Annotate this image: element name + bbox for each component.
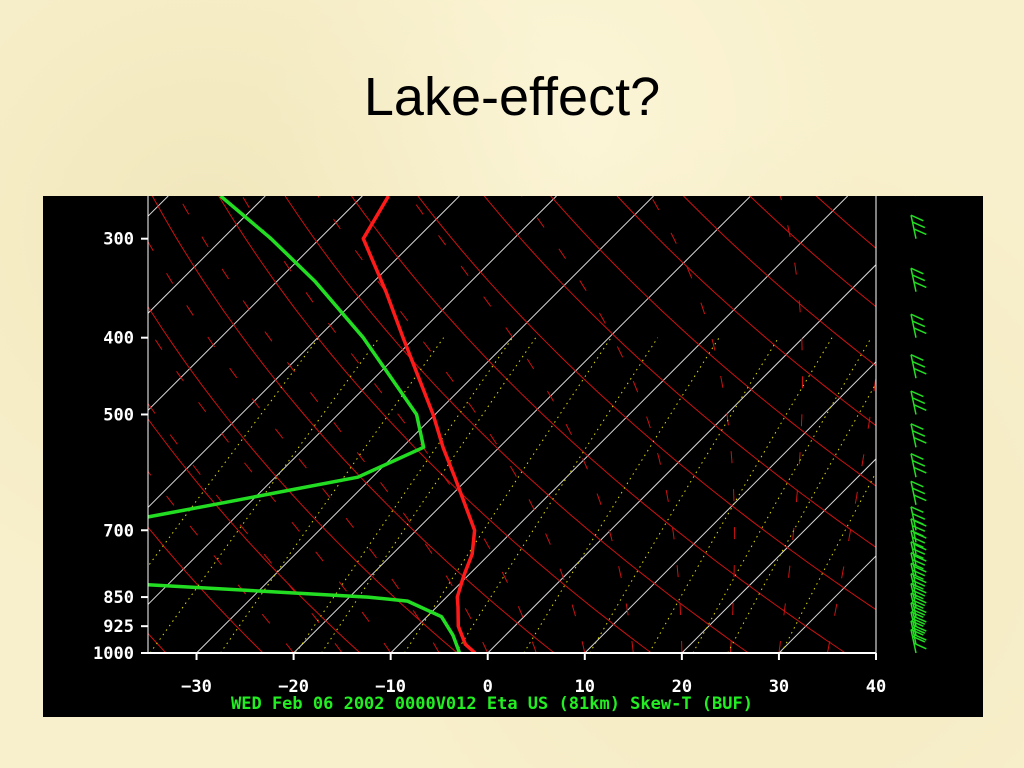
wind-barb — [910, 313, 927, 338]
isotherm-line — [584, 361, 876, 653]
dry-adiabat-line — [616, 196, 876, 427]
x-tick-label: 10 — [575, 677, 595, 697]
x-tick-label: 30 — [769, 677, 789, 697]
dry-adiabat-line — [151, 196, 555, 653]
dewpoint-profile-line — [148, 196, 462, 653]
mixing-ratio-line — [455, 337, 659, 653]
dry-adiabat-line — [949, 196, 983, 653]
moist-adiabat-line — [650, 196, 736, 653]
mixing-ratio-line — [692, 337, 872, 653]
y-tick-label: 1000 — [93, 644, 134, 664]
wind-barb — [910, 214, 927, 239]
wind-barb — [910, 423, 927, 448]
y-tick-label: 700 — [103, 521, 134, 541]
moist-adiabat-line — [778, 196, 803, 653]
dry-adiabat-line — [550, 196, 876, 487]
y-tick-label: 300 — [103, 230, 134, 250]
wind-barb — [910, 506, 927, 531]
wind-barb — [910, 354, 927, 379]
y-tick-label: 500 — [103, 405, 134, 425]
dry-adiabat-line — [483, 196, 876, 549]
wind-barb — [910, 390, 927, 415]
dry-adiabat-line — [148, 418, 361, 653]
isotherm-line — [293, 196, 751, 653]
dry-adiabat-line — [883, 196, 983, 653]
dry-adiabat-line — [683, 196, 876, 367]
isotherm-line — [148, 196, 266, 314]
x-tick-label: −30 — [181, 677, 212, 697]
moist-adiabat-line — [521, 196, 683, 653]
mixing-ratio-line — [149, 337, 380, 653]
dry-adiabat-line — [749, 196, 876, 308]
isotherm-line — [43, 196, 71, 653]
isotherm-line — [973, 196, 983, 653]
dry-adiabat-line — [815, 196, 876, 249]
isotherm-line — [875, 652, 876, 653]
axes: −30 −20 −10 0 10 20 30 40 300 400 500 700 850 925 1000 — [93, 196, 886, 697]
chart-caption: WED Feb 06 2002 0000V012 Eta US (81km) S… — [231, 694, 753, 714]
isotherm-line — [487, 264, 876, 653]
mixing-ratio-line — [780, 471, 876, 653]
dry-adiabat-line — [417, 196, 876, 611]
moist-adiabat-line — [148, 240, 440, 653]
isotherm-line — [196, 196, 654, 653]
isotherm-line — [390, 196, 849, 653]
y-tick-label: 925 — [103, 617, 134, 637]
grid-lines — [43, 196, 983, 653]
wind-barb — [910, 480, 927, 505]
wind-barb — [910, 267, 927, 292]
isotherm-line — [778, 555, 876, 653]
slide-title: Lake-effect? — [363, 67, 661, 127]
moist-adiabat-line — [875, 650, 876, 653]
y-tick-label: 400 — [103, 329, 134, 349]
isotherm-line — [148, 196, 363, 412]
mixing-ratio-line — [523, 337, 720, 653]
wind-barb — [910, 453, 927, 478]
x-tick-label: −20 — [278, 677, 309, 697]
y-tick-label: 850 — [103, 588, 134, 608]
isotherm-line — [148, 196, 460, 509]
mixing-ratio-line — [220, 337, 445, 653]
isotherm-line — [681, 458, 876, 653]
x-tick-label: 40 — [866, 677, 886, 697]
dry-adiabat-line — [351, 196, 846, 653]
x-tick-label: −10 — [375, 677, 406, 697]
moist-adiabat-line — [827, 373, 876, 653]
moist-adiabat-line — [317, 196, 586, 653]
moist-adiabat-line — [241, 196, 537, 653]
skew-t-svg: −30 −20 −10 0 10 20 30 40 300 400 500 700 850 925 1000… — [43, 196, 983, 714]
dry-adiabat-line — [148, 305, 458, 653]
moist-adiabat-line — [148, 402, 343, 653]
dry-adiabat-line — [148, 526, 264, 653]
temperature-profile-line — [361, 196, 477, 653]
dry-adiabat-line — [284, 196, 749, 653]
sounding-profiles — [148, 196, 477, 653]
dry-adiabat-line — [43, 196, 69, 653]
skew-t-chart: −30 −20 −10 0 10 20 30 40 300 400 500 700 850 925 1000… — [43, 196, 983, 717]
x-tick-label: 20 — [672, 677, 692, 697]
wind-barbs — [910, 196, 927, 654]
mixing-ratio-line — [648, 337, 833, 653]
x-tick-label: 0 — [483, 677, 493, 697]
moist-adiabat-line — [409, 196, 634, 653]
